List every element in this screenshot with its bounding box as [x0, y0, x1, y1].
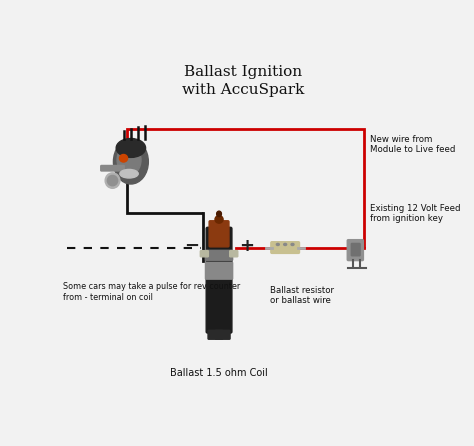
Ellipse shape — [116, 139, 146, 157]
Ellipse shape — [120, 169, 138, 178]
Text: Existing 12 Volt Feed
from ignition key: Existing 12 Volt Feed from ignition key — [370, 203, 460, 223]
Text: Some cars may take a pulse for rev counter
from - terminal on coil: Some cars may take a pulse for rev count… — [63, 282, 240, 302]
FancyBboxPatch shape — [101, 165, 124, 171]
Ellipse shape — [117, 145, 141, 175]
Ellipse shape — [217, 211, 221, 217]
Ellipse shape — [276, 244, 279, 245]
FancyBboxPatch shape — [230, 251, 238, 257]
Ellipse shape — [291, 244, 294, 245]
Text: +: + — [239, 237, 254, 255]
FancyBboxPatch shape — [201, 251, 209, 257]
FancyBboxPatch shape — [351, 244, 360, 256]
Text: Ballast resistor
or ballast wire: Ballast resistor or ballast wire — [271, 286, 335, 306]
Ellipse shape — [105, 173, 120, 188]
Ellipse shape — [215, 215, 223, 223]
FancyBboxPatch shape — [208, 330, 223, 339]
FancyBboxPatch shape — [205, 250, 233, 260]
FancyBboxPatch shape — [271, 242, 300, 253]
Text: Ballast 1.5 ohm Coil: Ballast 1.5 ohm Coil — [170, 368, 268, 378]
Text: New wire from
Module to Live feed: New wire from Module to Live feed — [370, 135, 455, 154]
Ellipse shape — [119, 154, 128, 162]
Text: −: − — [184, 237, 199, 255]
FancyBboxPatch shape — [205, 262, 233, 279]
FancyBboxPatch shape — [347, 240, 364, 260]
FancyBboxPatch shape — [215, 330, 230, 339]
FancyBboxPatch shape — [209, 221, 229, 247]
Ellipse shape — [284, 244, 287, 245]
FancyBboxPatch shape — [206, 227, 232, 333]
Ellipse shape — [108, 175, 118, 186]
Text: with AccuSpark: with AccuSpark — [182, 83, 304, 97]
Ellipse shape — [113, 139, 148, 184]
Text: Ballast Ignition: Ballast Ignition — [184, 66, 302, 79]
